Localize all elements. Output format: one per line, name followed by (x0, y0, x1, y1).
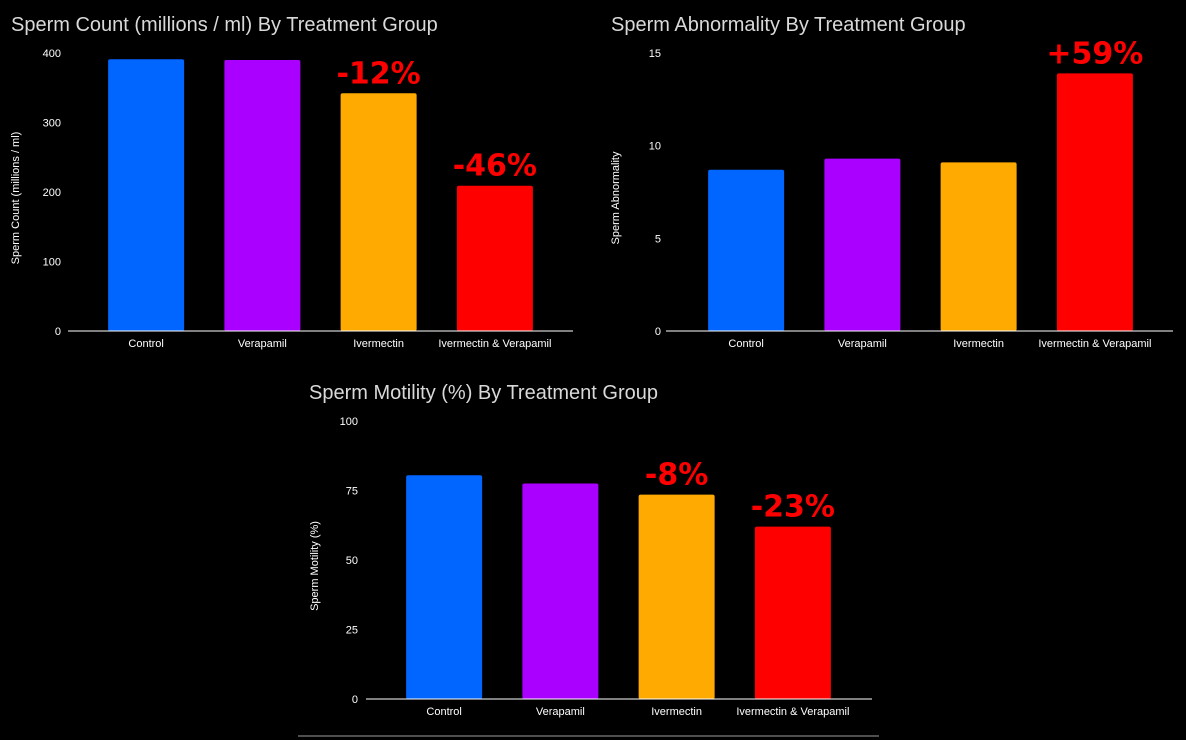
change-annotations: +59% (1046, 36, 1143, 71)
x-tick-labels: Control Verapamil Ivermectin Ivermectin & V… (128, 338, 551, 350)
y-tick-label: 400 (43, 48, 61, 60)
bar-verapamil (224, 59, 301, 331)
y-tick-label: 0 (55, 326, 61, 338)
bar-ivermectin-verapamil (754, 526, 831, 699)
x-tick-label: Control (426, 706, 461, 718)
x-tick-label: Verapamil (536, 706, 585, 718)
chart-title: Sperm Abnormality By Treatment Group (611, 14, 966, 36)
y-axis-label: Sperm Count (millions / ml) (10, 132, 22, 265)
percent-change-label: +59% (1046, 36, 1143, 71)
percent-change-label: -23% (751, 490, 835, 525)
bar-verapamil (824, 158, 901, 331)
bar-ivermectin (638, 494, 715, 699)
x-tick-label: Ivermectin & Verapamil (736, 706, 849, 718)
x-tick-label: Verapamil (838, 338, 887, 350)
bar-control (108, 59, 185, 331)
y-tick-label: 300 (43, 118, 61, 130)
sperm-count-chart: Sperm Count (millions / ml) By Treatment… (10, 14, 573, 350)
y-tick-label: 0 (655, 326, 661, 338)
bar-ivermectin (340, 93, 417, 331)
y-tick-label: 50 (346, 555, 358, 567)
y-tick-label: 15 (649, 48, 661, 60)
bar-ivermectin-verapamil (1056, 73, 1133, 332)
x-tick-label: Ivermectin (953, 338, 1004, 350)
y-tick-label: 100 (43, 257, 61, 269)
bars (708, 73, 1133, 332)
y-tick-label: 25 (346, 625, 358, 637)
chart-title: Sperm Count (millions / ml) By Treatment… (11, 14, 438, 36)
x-tick-label: Ivermectin (353, 338, 404, 350)
bar-control (708, 169, 785, 331)
x-tick-label: Ivermectin & Verapamil (438, 338, 551, 350)
change-annotations: -8% -23% (645, 458, 835, 525)
bar-verapamil (522, 483, 599, 699)
y-tick-label: 100 (340, 416, 358, 428)
x-tick-label: Control (128, 338, 163, 350)
change-annotations: -12% -46% (336, 56, 537, 183)
y-axis-label: Sperm Abnormality (610, 151, 622, 244)
percent-change-label: -46% (453, 149, 537, 184)
y-tick-label: 200 (43, 187, 61, 199)
y-tick-label: 5 (655, 233, 661, 245)
sperm-motility-chart: Sperm Motility (%) By Treatment Group Sp… (309, 382, 872, 718)
x-tick-labels: Control Verapamil Ivermectin Ivermectin & V… (728, 338, 1151, 350)
bars (108, 59, 533, 331)
bars (406, 475, 831, 699)
y-ticks: 0 5 10 15 (649, 48, 661, 338)
y-ticks: 0 100 200 300 400 (43, 48, 61, 338)
x-tick-label: Verapamil (238, 338, 287, 350)
bar-ivermectin-verapamil (456, 185, 533, 331)
x-tick-label: Ivermectin (651, 706, 702, 718)
chart-title: Sperm Motility (%) By Treatment Group (309, 382, 658, 404)
y-tick-label: 10 (649, 141, 661, 153)
y-tick-label: 75 (346, 486, 358, 498)
x-tick-labels: Control Verapamil Ivermectin Ivermectin & V… (426, 706, 849, 718)
x-tick-label: Control (728, 338, 763, 350)
y-axis-label: Sperm Motility (%) (309, 521, 321, 611)
y-ticks: 0 25 50 75 100 (340, 416, 358, 706)
bar-ivermectin (940, 162, 1017, 331)
percent-change-label: -8% (645, 458, 708, 493)
percent-change-label: -12% (336, 56, 420, 91)
sperm-abnormality-chart: Sperm Abnormality By Treatment Group Spe… (610, 14, 1173, 350)
bar-control (406, 475, 483, 699)
y-tick-label: 0 (352, 694, 358, 706)
x-tick-label: Ivermectin & Verapamil (1038, 338, 1151, 350)
